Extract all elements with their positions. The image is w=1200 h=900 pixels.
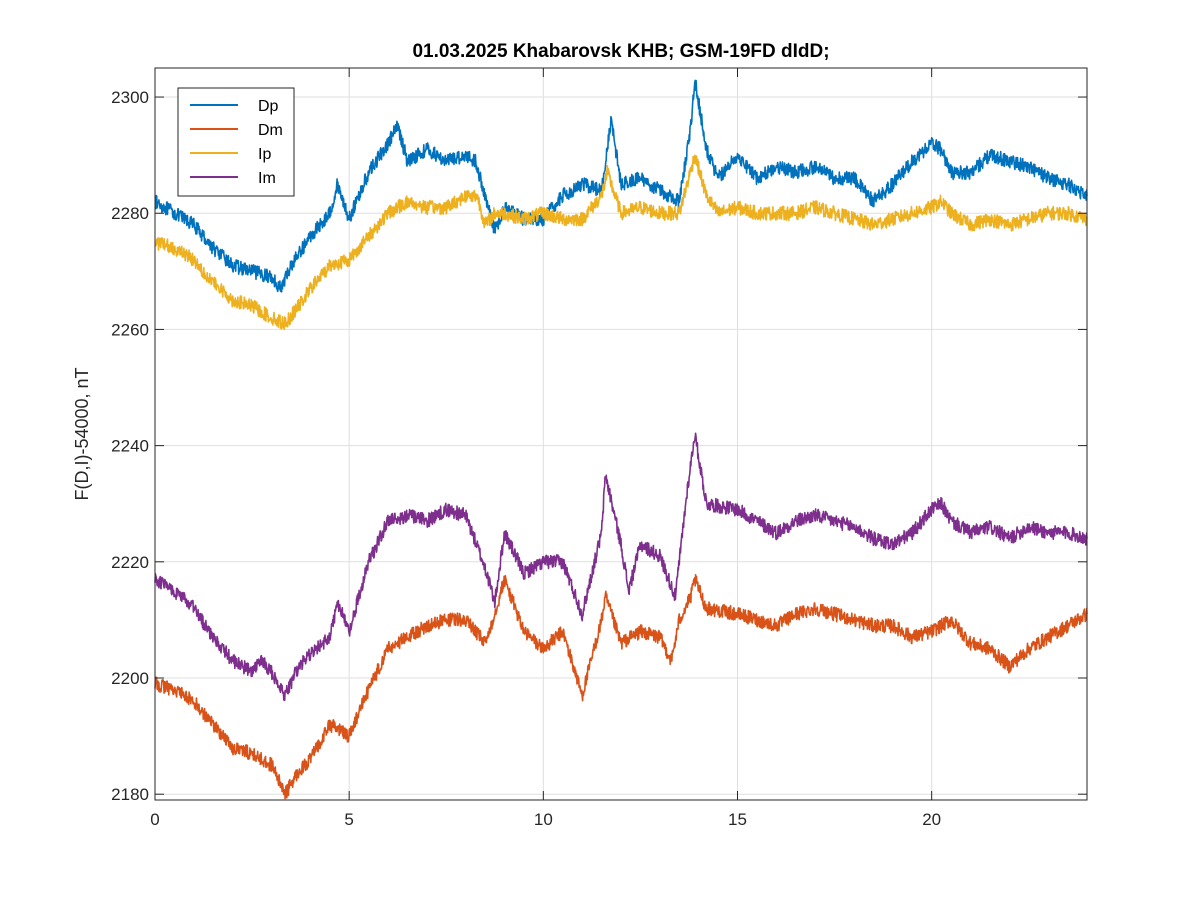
legend-label: Dm	[258, 122, 283, 139]
legend-label: Dp	[258, 98, 279, 115]
x-tick-label: 20	[922, 810, 941, 829]
y-tick-label: 2200	[111, 669, 149, 688]
chart-title: 01.03.2025 Khabarovsk KHB; GSM-19FD dIdD…	[412, 41, 829, 62]
series-line-ip	[154, 154, 1088, 331]
x-tick-label: 0	[150, 810, 159, 829]
x-tick-label: 15	[728, 810, 747, 829]
y-tick-label: 2240	[111, 437, 149, 456]
plot-lines	[154, 79, 1088, 800]
series-line-im	[154, 432, 1088, 702]
y-tick-label: 2300	[111, 88, 149, 107]
axes-box	[154, 67, 1088, 801]
legend: Dp Dm Ip Im	[177, 87, 295, 197]
legend-label: Ip	[258, 146, 271, 163]
y-axis-label: F(D,I)-54000, nT	[72, 367, 92, 500]
legend-label: Im	[258, 170, 276, 187]
y-tick-label: 2280	[111, 204, 149, 223]
series-line-dm	[154, 573, 1088, 800]
x-tick-label: 5	[344, 810, 353, 829]
series-line-dp	[154, 79, 1088, 293]
x-tick-label: 10	[534, 810, 553, 829]
axis-ticks: 0 5 10 15 20 2180 2200 2220 2240 2260 2280 2300	[111, 68, 1087, 829]
y-tick-label: 2180	[111, 785, 149, 804]
y-tick-label: 2260	[111, 320, 149, 339]
y-tick-label: 2220	[111, 553, 149, 572]
